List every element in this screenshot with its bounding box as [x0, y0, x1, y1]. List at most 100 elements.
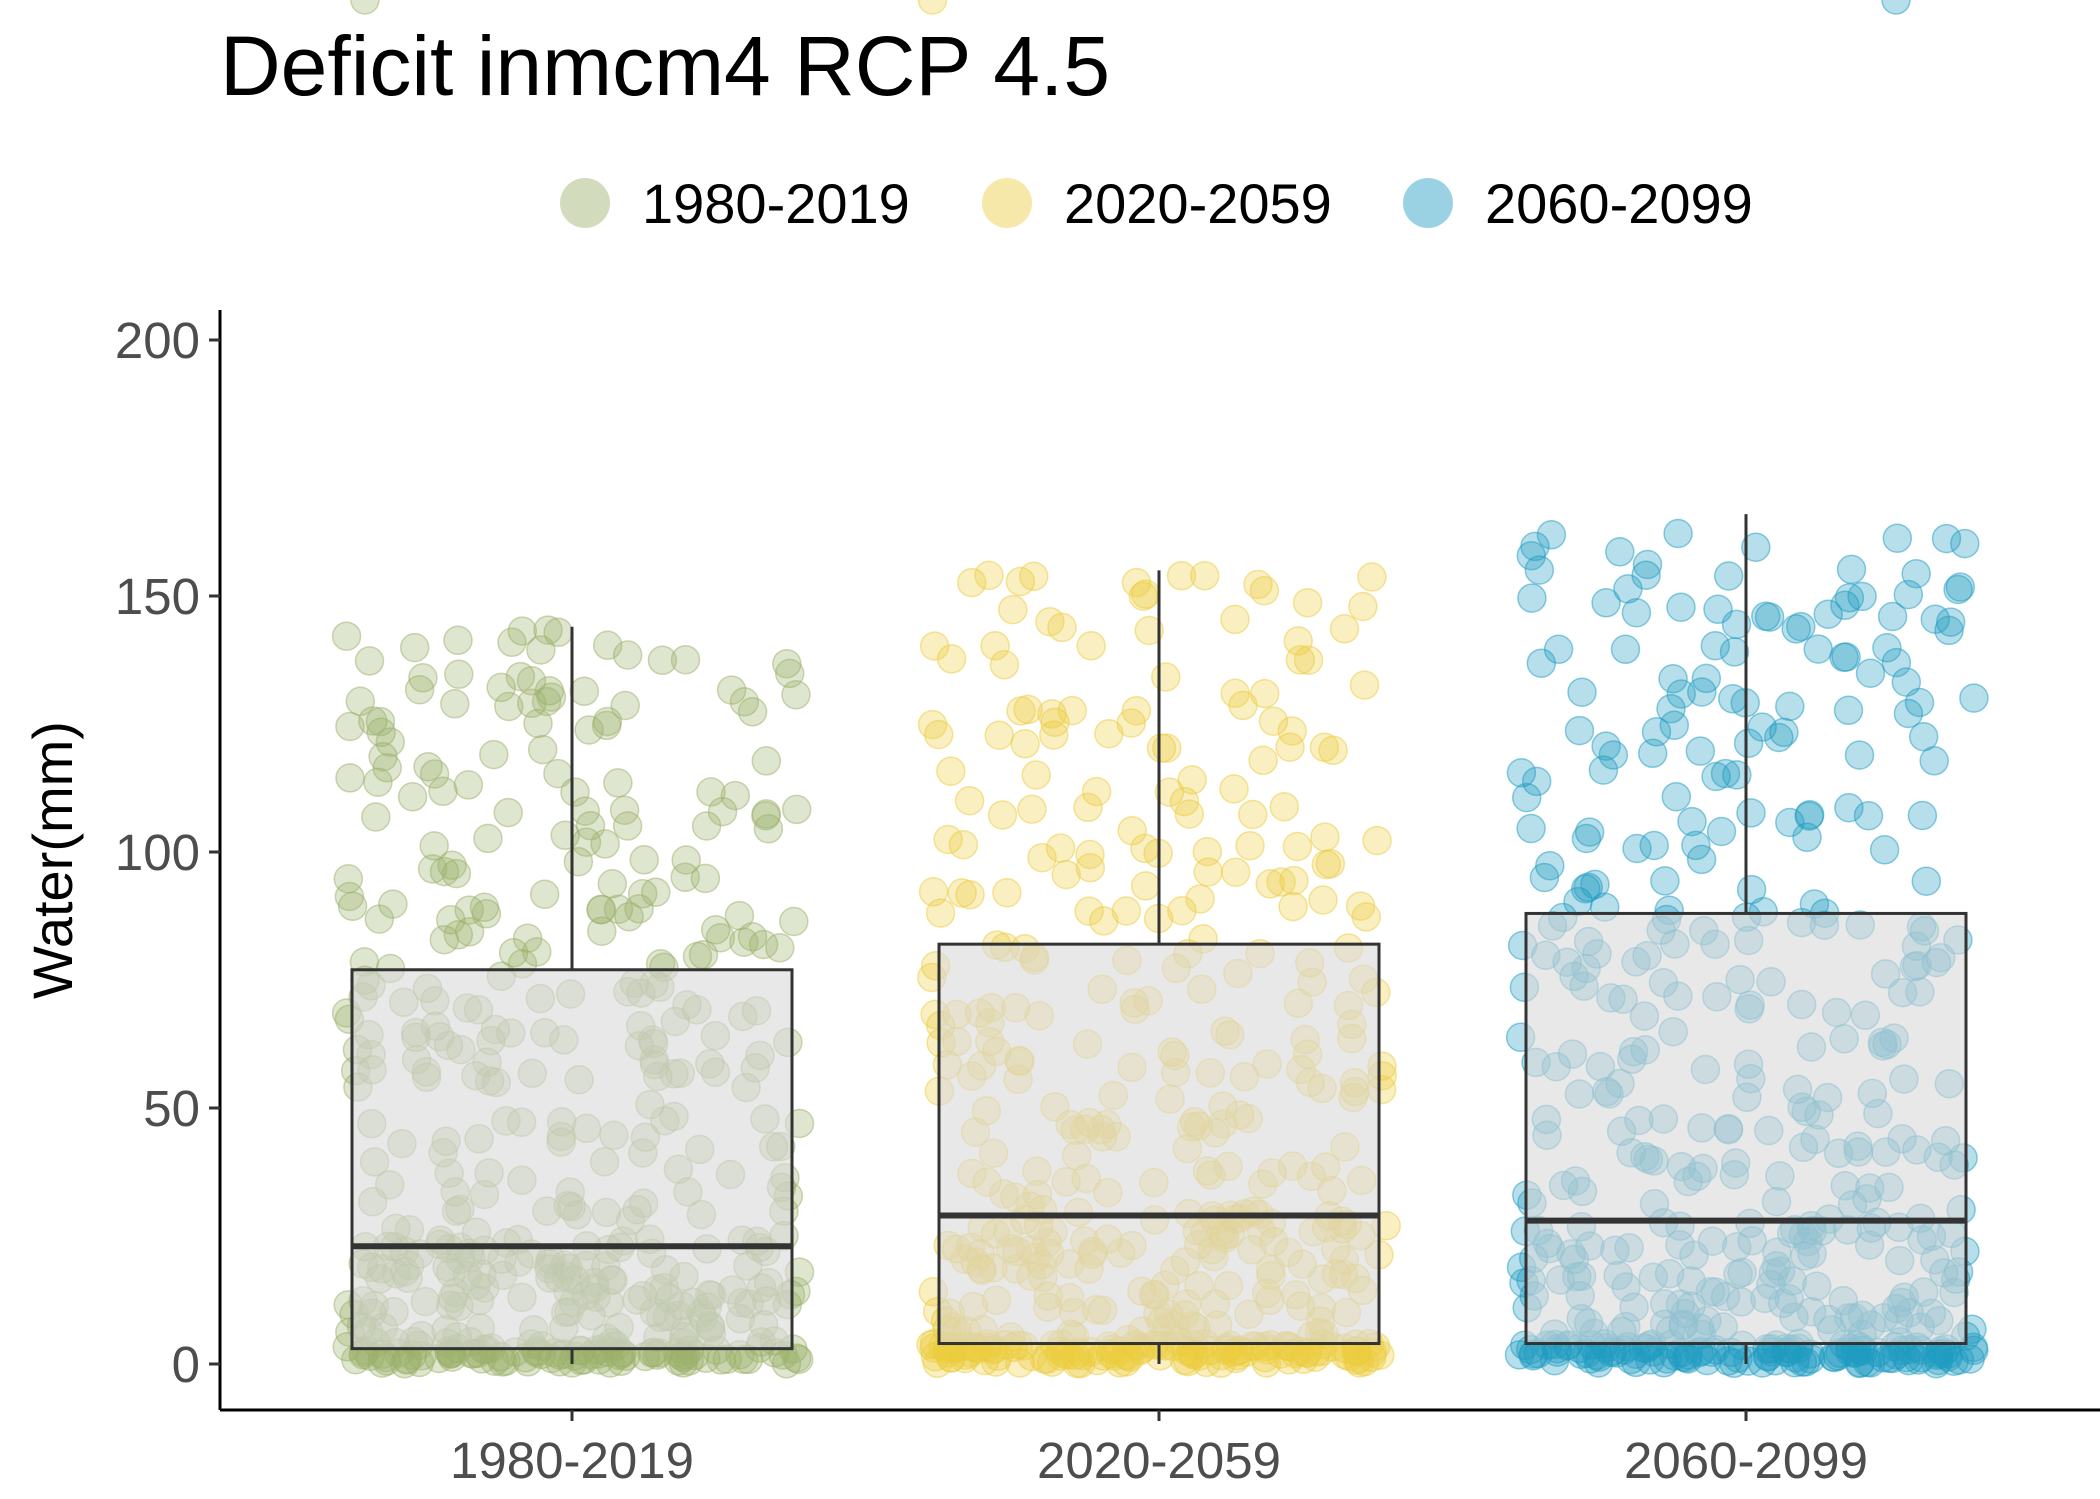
- data-point-2060-2099: [1775, 807, 1805, 838]
- data-point-2020-2059: [992, 877, 1022, 908]
- data-point-2060-2099: [1591, 731, 1621, 761]
- data-point-2060-2099: [1520, 531, 1550, 562]
- data-point-2020-2059: [987, 800, 1018, 830]
- data-point-1980-2019: [335, 763, 365, 793]
- data-point-2060-2099: [1516, 813, 1546, 844]
- data-point-2020-2059: [1318, 735, 1348, 766]
- chart-title: Deficit inmcm4 RCP 4.5: [220, 19, 1110, 113]
- data-point-2060-2099: [1700, 630, 1731, 661]
- data-point-1980-2019: [671, 845, 701, 875]
- data-point-2060-2099: [1710, 758, 1741, 789]
- data-point-2060-2099: [1658, 663, 1688, 694]
- data-point-2060-2099: [1605, 537, 1635, 567]
- data-point-2020-2059: [1293, 645, 1324, 675]
- data-point-2060-2099: [1855, 658, 1886, 688]
- y-tick-label-150: 150: [115, 568, 200, 625]
- data-point-2020-2059: [1037, 699, 1067, 729]
- y-tick-label-100: 100: [115, 824, 200, 881]
- data-point-2020-2059: [1074, 896, 1104, 926]
- data-point-2020-2059: [1357, 562, 1387, 592]
- data-point-1980-2019: [603, 894, 634, 924]
- data-point-2020-2059: [1047, 612, 1077, 643]
- data-point-2060-2099: [1786, 611, 1816, 642]
- data-point-2060-2099: [1769, 717, 1799, 748]
- data-point-1980-2019: [413, 751, 443, 782]
- data-point-2060-2099: [1504, 1340, 1535, 1370]
- data-point-1980-2019: [531, 686, 562, 717]
- legend: 1980-2019 2020-2059 2060-2099: [560, 172, 1753, 235]
- data-point-2060-2099: [1641, 717, 1672, 747]
- data-point-2060-2099: [1796, 1344, 1826, 1374]
- data-point-1980-2019: [647, 645, 678, 676]
- data-point-2020-2059: [1121, 567, 1152, 598]
- data-point-2020-2059: [1249, 575, 1280, 606]
- data-point-2060-2099: [1677, 806, 1707, 837]
- legend-label-1980-2019: 1980-2019: [642, 172, 910, 235]
- data-point-1980-2019: [737, 697, 768, 727]
- data-point-2020-2059: [1130, 871, 1161, 901]
- axes: 0 50 100 150 200 1980-2019 2020-2059 2060-20…: [21, 310, 2100, 1489]
- data-point-2020-2059: [1185, 884, 1215, 914]
- data-point-2060-2099: [1736, 798, 1766, 828]
- data-point-2020-2059: [1275, 732, 1305, 762]
- data-point-2060-2099: [1673, 1344, 1703, 1374]
- data-point-2020-2059: [1349, 670, 1380, 700]
- data-point-2060-2099: [1517, 583, 1547, 613]
- data-point-2060-2099: [1906, 1342, 1936, 1373]
- data-point-1980-2019: [779, 906, 809, 937]
- data-point-1980-2019: [765, 933, 795, 963]
- data-point-1980-2019: [587, 916, 617, 946]
- data-point-2060-2099: [1681, 830, 1711, 861]
- data-point-2060-2099: [1706, 816, 1737, 847]
- data-point-1980-2019: [729, 927, 759, 957]
- data-point-1980-2019: [486, 672, 516, 703]
- data-point-1980-2019: [334, 881, 365, 912]
- data-point-2020-2059: [1189, 560, 1220, 591]
- data-point-2020-2059: [1258, 706, 1289, 736]
- box-iqr: [937, 942, 1381, 1346]
- data-point-2060-2099: [1718, 684, 1748, 714]
- data-point-2020-2059: [1206, 1348, 1236, 1378]
- data-point-2020-2059: [1167, 895, 1197, 926]
- data-point-2060-2099: [1877, 601, 1908, 632]
- data-point-2060-2099: [1831, 642, 1861, 672]
- data-point-2060-2099: [1722, 760, 1752, 790]
- legend-label-2060-2099: 2060-2099: [1485, 172, 1753, 235]
- data-point-2020-2059: [1174, 799, 1205, 829]
- data-point-2060-2099: [1733, 728, 1764, 758]
- data-point-2060-2099: [1622, 833, 1652, 864]
- data-point-2060-2099: [1830, 590, 1860, 621]
- y-tick-label-50: 50: [143, 1080, 200, 1137]
- data-point-1980-2019: [361, 802, 391, 832]
- data-point-1980-2019: [527, 734, 558, 765]
- data-point-1980-2019: [453, 770, 484, 800]
- data-point-2060-2099: [1713, 561, 1744, 591]
- data-point-2060-2099: [1881, 0, 1911, 15]
- data-point-1980-2019: [729, 687, 760, 717]
- y-tick-label-200: 200: [115, 312, 200, 369]
- data-point-1980-2019: [404, 674, 435, 705]
- data-point-2020-2059: [1279, 865, 1309, 896]
- data-point-1980-2019: [417, 854, 448, 884]
- data-point-1980-2019: [368, 741, 398, 772]
- data-point-2060-2099: [1661, 781, 1692, 812]
- data-point-1980-2019: [724, 900, 755, 931]
- data-point-1980-2019: [443, 625, 473, 656]
- data-point-2060-2099: [1834, 792, 1864, 823]
- data-point-2060-2099: [1836, 554, 1867, 585]
- data-point-2060-2099: [1950, 528, 1980, 559]
- data-point-1980-2019: [397, 782, 428, 812]
- data-point-2020-2059: [1045, 833, 1076, 863]
- plot-area: [331, 0, 1989, 1379]
- data-point-1980-2019: [331, 621, 362, 651]
- data-point-2060-2099: [1833, 695, 1864, 726]
- data-point-1980-2019: [629, 845, 659, 875]
- data-point-2020-2059: [1285, 645, 1316, 675]
- data-point-1980-2019: [408, 663, 438, 693]
- data-point-1980-2019: [440, 689, 470, 719]
- data-point-2060-2099: [1535, 850, 1565, 881]
- data-point-1980-2019: [543, 617, 573, 648]
- data-point-2060-2099: [1891, 667, 1922, 697]
- data-point-2020-2059: [919, 631, 950, 661]
- data-point-2060-2099: [1943, 574, 1973, 605]
